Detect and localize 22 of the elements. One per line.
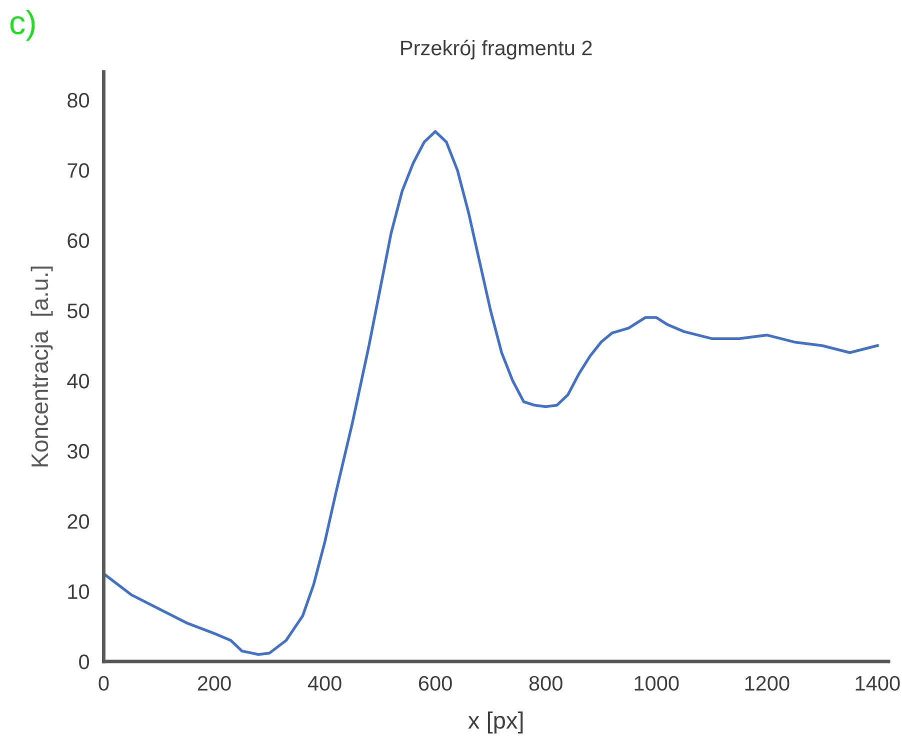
y-tick-label: 10 <box>68 584 90 600</box>
x-axis-title: x [px] <box>468 711 523 734</box>
line-series <box>104 130 879 656</box>
x-tick-label: 800 <box>529 676 562 691</box>
x-tick-label: 1200 <box>745 676 790 691</box>
x-tick-label: 1400 <box>856 676 900 691</box>
text: c) <box>10 10 35 41</box>
x-tick-label: 400 <box>308 676 342 691</box>
chart-title: Przekrój fragmentu 2 <box>401 40 592 60</box>
y-tick-label: 20 <box>68 514 90 529</box>
x-tick-label: 1000 <box>634 676 679 691</box>
y-tick-label: 30 <box>67 444 90 459</box>
y-tick-label: 40 <box>67 374 90 388</box>
y-tick-label: 70 <box>68 163 90 178</box>
y-tick-label: 60 <box>68 233 90 248</box>
y-tick-label: 0 <box>79 654 90 670</box>
y-axis-title: Koncentracja [a.u.] <box>30 266 53 466</box>
x-tick-label: 0 <box>98 676 109 691</box>
y-tick-label: 80 <box>68 92 90 108</box>
x-tick-label: 600 <box>418 676 452 691</box>
x-tick-label: 200 <box>198 676 231 691</box>
y-tick-label: 50 <box>68 304 90 318</box>
